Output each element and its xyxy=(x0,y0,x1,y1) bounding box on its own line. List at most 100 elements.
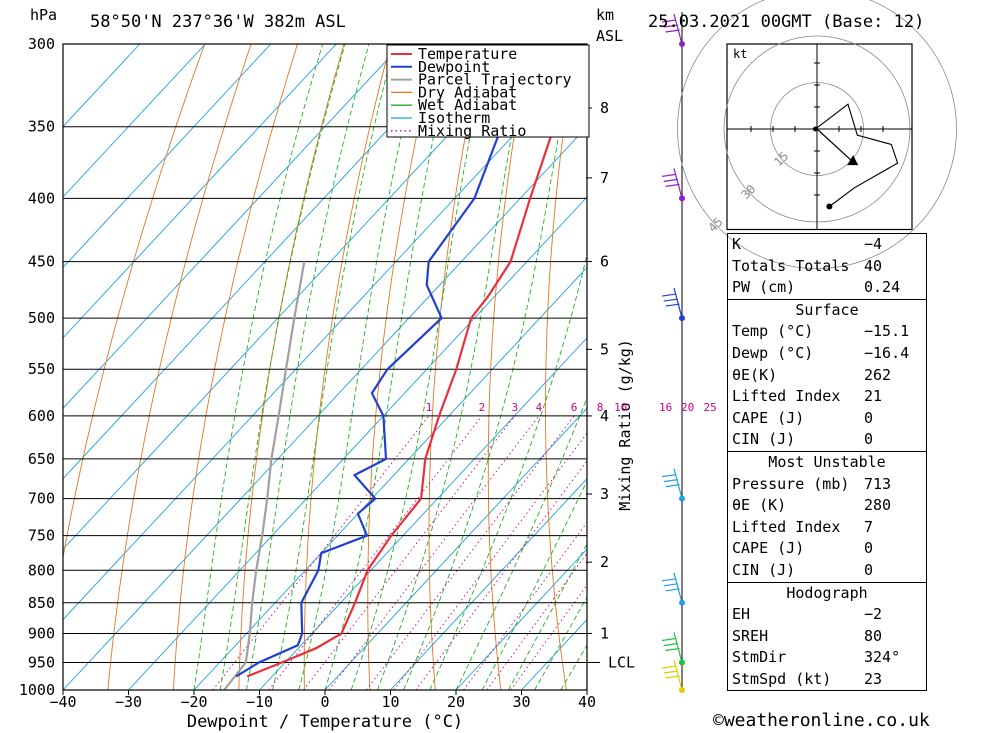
index-row: CIN (J) 0 xyxy=(728,429,926,451)
location-title: 58°50'N 237°36'W 382m ASL xyxy=(90,12,346,32)
wind-barb-staff xyxy=(673,13,683,45)
index-value: 80 xyxy=(864,626,883,645)
isotherm-line xyxy=(324,407,587,690)
index-value: −15.1 xyxy=(864,322,910,341)
pressure-tick-label: 300 xyxy=(28,35,55,53)
km-tick-label: 3 xyxy=(600,485,609,503)
index-value: 0 xyxy=(864,408,874,427)
index-label: θE(K) xyxy=(732,365,778,384)
mixing-ratio-label: 16 xyxy=(659,401,672,414)
wind-barb-flag xyxy=(663,24,678,28)
isotherm-line xyxy=(63,44,534,550)
legend-label: Dry Adiabat xyxy=(418,83,517,101)
pressure-tick-label: 650 xyxy=(28,450,55,468)
pressure-tick-label: 1000 xyxy=(19,681,55,699)
index-row: Dewp (°C) −16.4 xyxy=(728,343,926,365)
mixing-ratio-line xyxy=(393,432,587,690)
hodograph-indices: Hodograph EH −2 SREH 80 StmDir 324° StmSpd (kt… xyxy=(727,581,927,692)
index-label: EH xyxy=(732,605,751,624)
most-unstable-indices: Most Unstable Pressure (mb) 713 θE (K) 280 L… xyxy=(727,450,927,582)
mixing-ratio-label: 20 xyxy=(681,401,694,414)
parcel-trajectory-line xyxy=(223,261,306,690)
pressure-tick-label: 850 xyxy=(28,594,55,612)
km-tick-label: 1 xyxy=(600,625,609,643)
index-value: 280 xyxy=(864,496,892,515)
mixing-ratio-line xyxy=(268,415,483,690)
index-row: CAPE (J) 0 xyxy=(728,408,926,430)
isotherm-line xyxy=(63,44,403,409)
index-value: −4 xyxy=(864,235,883,253)
index-row: CAPE (J) 0 xyxy=(728,538,926,560)
surface-title: Surface xyxy=(795,300,859,319)
km-unit-label: km xyxy=(596,6,614,24)
index-label: Temp (°C) xyxy=(732,322,814,341)
wind-barb-flag xyxy=(665,29,680,33)
mixing-ratio-line xyxy=(328,415,540,690)
mixing-ratio-axis-label: Mixing Ratio (g/kg) xyxy=(616,339,634,511)
wet-adiabat-line xyxy=(481,479,587,690)
index-label: θE (K) xyxy=(732,496,787,515)
mixing-ratio-label: 8 xyxy=(597,401,604,414)
wet-adiabat-line xyxy=(193,44,324,690)
wind-barb-staff xyxy=(673,572,683,603)
index-label: CAPE (J) xyxy=(732,539,805,558)
hodograph-frame xyxy=(726,43,913,231)
credit-link[interactable]: ©weatheronline.co.uk xyxy=(713,710,930,731)
hodograph-trace xyxy=(815,103,899,207)
km-tick-label: 7 xyxy=(600,169,609,187)
index-row: SREH 80 xyxy=(728,626,926,648)
wind-barb-staff xyxy=(673,632,683,663)
index-label: SREH xyxy=(732,626,769,645)
wet-adiabat-line xyxy=(403,44,576,690)
wind-barb-staff xyxy=(673,659,683,691)
wind-barb-flag xyxy=(665,675,680,679)
index-label: StmDir xyxy=(732,648,787,667)
isotherm-line xyxy=(128,196,587,690)
index-row: Lifted Index 21 xyxy=(728,386,926,408)
wind-barb-flag xyxy=(663,642,678,647)
x-tick-label: 30 xyxy=(512,693,530,711)
index-label: Lifted Index xyxy=(732,517,841,536)
wind-barb-flag xyxy=(663,583,678,587)
wet-adiabat-line xyxy=(350,44,490,690)
temperature-line xyxy=(246,57,587,678)
index-row: θE (K) 280 xyxy=(728,495,926,517)
surface-indices: Surface Temp (°C) −15.1 Dewp (°C) −16.4 θE(K… xyxy=(727,298,927,451)
wet-adiabat-line xyxy=(245,44,370,690)
pressure-tick-label: 700 xyxy=(28,490,55,508)
pressure-tick-label: 400 xyxy=(28,189,55,207)
hodograph-unit-label: kt xyxy=(733,47,747,61)
index-value: 0.24 xyxy=(864,278,901,297)
pressure-tick-label: 600 xyxy=(28,407,55,425)
wind-barb-flag xyxy=(665,303,680,307)
wet-adiabat-line xyxy=(534,596,587,690)
storm-motion-vector xyxy=(816,128,855,164)
isotherm-lines xyxy=(63,44,587,690)
index-row: StmDir 324° xyxy=(728,647,926,669)
dry-adiabat-line xyxy=(238,44,345,690)
mixing-ratio-lines xyxy=(212,415,587,690)
isotherm-line xyxy=(63,44,468,480)
wet-adiabat-line xyxy=(455,396,587,690)
indices-panel: K −4 Totals Totals 40 PW (cm) 0.24 Surface Te… xyxy=(727,233,927,692)
x-axis-label: Dewpoint / Temperature (°C) xyxy=(187,712,463,732)
index-value: 262 xyxy=(864,365,892,384)
km-tick-label: 5 xyxy=(600,340,609,358)
datetime-title: 25.03.2021 00GMT (Base: 12) xyxy=(648,12,924,32)
wind-barb-staff xyxy=(673,287,683,319)
pressure-tick-label: 900 xyxy=(28,625,55,643)
dry-adiabat-line xyxy=(948,44,1000,690)
index-label: CAPE (J) xyxy=(732,408,805,427)
mixing-ratio-label: 2 xyxy=(479,401,486,414)
index-value: −2 xyxy=(864,605,883,624)
isotherm-line xyxy=(193,266,587,690)
index-row: θE(K) 262 xyxy=(728,365,926,387)
index-value: −16.4 xyxy=(864,343,910,362)
wet-adiabat-line xyxy=(376,44,530,690)
mixing-ratio-label: 10 xyxy=(614,401,627,414)
dewpoint-line xyxy=(235,44,521,678)
x-tick-label: −40 xyxy=(49,693,76,711)
index-label: CIN (J) xyxy=(732,560,796,579)
axes: 3003504004505005506006507007508008509009… xyxy=(19,35,635,711)
